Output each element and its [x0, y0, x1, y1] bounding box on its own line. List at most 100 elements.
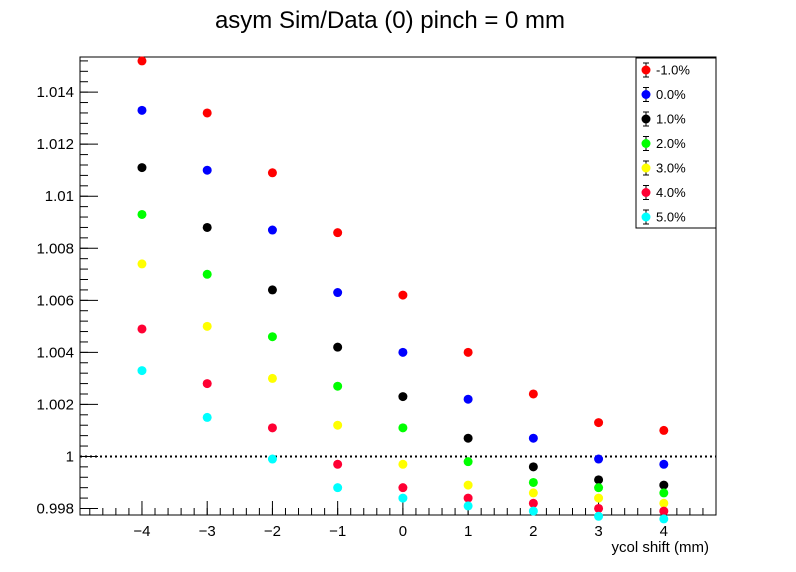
data-point: [398, 483, 408, 493]
data-point: [594, 418, 604, 428]
data-point: [267, 225, 277, 235]
data-point: [202, 108, 212, 118]
legend-label: 2.0%: [656, 136, 686, 151]
data-point: [594, 475, 604, 485]
data-point: [267, 285, 277, 295]
x-tick-label: 4: [660, 523, 668, 540]
legend-label: 1.0%: [656, 112, 686, 127]
data-point: [463, 394, 473, 404]
legend-label: 3.0%: [656, 161, 686, 176]
data-point: [659, 425, 669, 435]
data-point: [463, 457, 473, 467]
y-tick-label: 1.01: [45, 188, 74, 205]
data-point: [137, 56, 147, 66]
legend-item: -1.0%: [641, 62, 690, 78]
legend-label: 5.0%: [656, 210, 686, 225]
data-point: [659, 488, 669, 498]
data-point: [659, 480, 669, 490]
x-tick-label: −4: [133, 523, 150, 540]
data-point: [333, 459, 343, 469]
x-tick-label: 2: [529, 523, 537, 540]
data-point: [463, 480, 473, 490]
legend-label: 0.0%: [656, 87, 686, 102]
data-point: [528, 477, 538, 487]
x-tick-label: 3: [594, 523, 602, 540]
y-tick-label: 1.014: [36, 84, 74, 101]
data-point: [202, 412, 212, 422]
data-point: [659, 459, 669, 469]
legend-marker: [641, 163, 651, 173]
data-point: [202, 165, 212, 175]
x-axis: −4 −3 −2 −1 0 1 2 3 4: [89, 501, 717, 540]
legend-marker: [641, 65, 651, 75]
data-point: [137, 366, 147, 376]
y-tick-label: 0.998: [36, 500, 74, 517]
data-point: [463, 433, 473, 443]
data-point: [528, 506, 538, 516]
data-point: [528, 462, 538, 472]
data-point: [267, 373, 277, 383]
legend-label: 4.0%: [656, 185, 686, 200]
data-point: [202, 379, 212, 389]
data-point: [398, 459, 408, 469]
data-point: [398, 423, 408, 433]
data-point: [659, 514, 669, 524]
legend-item: 1.0%: [641, 111, 686, 127]
y-axis: 0.998 1 1.002 1.004 1.006 1.008 1.01 1.012 1.014: [36, 60, 98, 517]
data-point: [594, 511, 604, 521]
data-point: [333, 288, 343, 298]
data-point: [528, 498, 538, 508]
data-point: [463, 501, 473, 511]
data-point: [594, 503, 604, 513]
legend-item: 4.0%: [641, 185, 686, 200]
y-tick-label: 1.002: [36, 396, 74, 413]
legend-item: 5.0%: [641, 209, 686, 225]
data-point: [398, 493, 408, 503]
legend-label: -1.0%: [656, 63, 690, 78]
data-point: [594, 493, 604, 503]
chart-title: asym Sim/Data (0) pinch = 0 mm: [215, 7, 565, 34]
data-point: [202, 269, 212, 279]
data-point: [398, 392, 408, 402]
series-4.0%: [137, 324, 669, 516]
data-point: [398, 347, 408, 357]
x-tick-label: −2: [264, 523, 281, 540]
data-point: [333, 381, 343, 391]
x-tick-label: −3: [199, 523, 216, 540]
legend-marker: [641, 212, 651, 222]
x-axis-title: ycol shift (mm): [612, 539, 710, 556]
series-5.0%: [137, 366, 669, 524]
legend-marker: [641, 90, 651, 99]
data-point: [463, 493, 473, 503]
legend-marker: [641, 114, 651, 124]
data-point: [137, 163, 147, 173]
data-point: [594, 483, 604, 493]
data-point: [333, 420, 343, 430]
data-point: [267, 454, 277, 464]
data-point: [659, 498, 669, 508]
data-point: [463, 347, 473, 357]
legend-item: 3.0%: [641, 160, 686, 176]
y-tick-label: 1: [66, 448, 74, 465]
data-point: [267, 332, 277, 342]
data-point: [267, 168, 277, 178]
data-points: [137, 56, 669, 524]
legend-marker: [641, 188, 651, 197]
series-3.0%: [137, 259, 669, 508]
data-point: [528, 389, 538, 399]
x-tick-label: 1: [464, 523, 472, 540]
legend-item: 0.0%: [641, 87, 686, 102]
y-tick-label: 1.008: [36, 240, 74, 257]
legend-marker: [641, 139, 651, 148]
data-point: [202, 222, 212, 232]
series-0.0%: [137, 105, 669, 469]
series--1.0%: [137, 56, 669, 435]
data-point: [659, 506, 669, 516]
data-point: [528, 488, 538, 498]
data-point: [137, 209, 147, 219]
y-tick-label: 1.004: [36, 344, 74, 361]
plot-frame: [79, 56, 717, 516]
data-point: [202, 321, 212, 331]
data-point: [528, 433, 538, 443]
